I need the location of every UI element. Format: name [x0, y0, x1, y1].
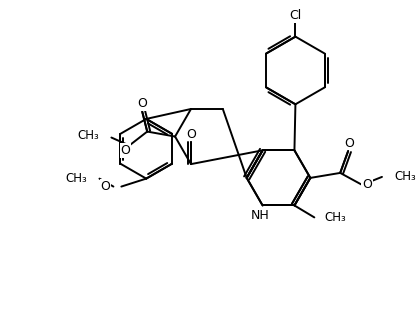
Text: CH₃: CH₃: [324, 211, 346, 224]
Text: Cl: Cl: [289, 9, 302, 22]
Text: O: O: [137, 97, 147, 110]
Text: O: O: [121, 144, 130, 157]
Text: CH₃: CH₃: [394, 170, 416, 183]
Text: CH₃: CH₃: [78, 129, 100, 142]
Text: O: O: [344, 137, 354, 149]
Text: CH₃: CH₃: [66, 172, 87, 185]
Text: O: O: [100, 180, 110, 193]
Text: NH: NH: [251, 209, 270, 222]
Text: O: O: [186, 128, 196, 141]
Text: O: O: [362, 178, 372, 191]
